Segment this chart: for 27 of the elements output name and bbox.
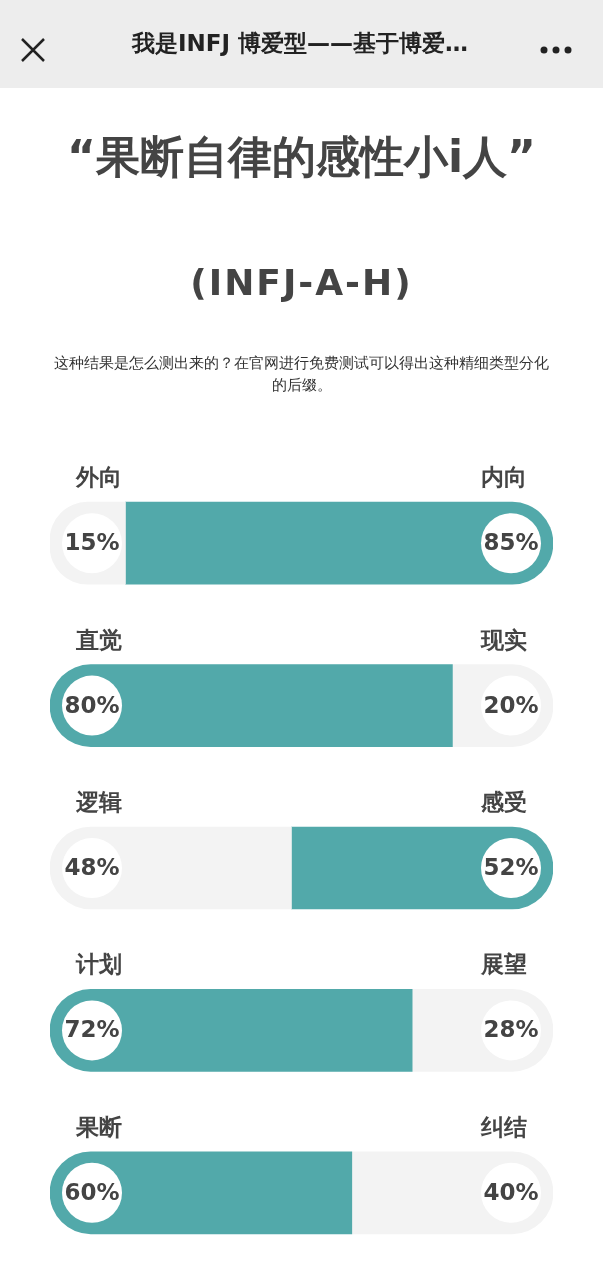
data-label: 40% [483,1178,539,1205]
annotation: 纠结 [480,1113,527,1140]
annotation: 内向 [481,464,527,491]
chart-title: “果断自律的感性小i人” [66,130,537,184]
chart-subtitle: (INFJ-A-H) [189,262,414,303]
data-label: 80% [64,691,120,718]
data-label: 20% [483,691,539,718]
data-label: 72% [64,1016,120,1043]
annotation: 感受 [480,789,527,815]
y-tick-label: 外向 [75,464,122,491]
bar [50,1151,353,1235]
data-label: 60% [64,1178,120,1205]
annotation: 现实 [480,626,527,653]
data-label: 15% [64,529,120,556]
y-tick-label: 直觉 [75,626,122,653]
data-label: 52% [483,853,539,880]
y-tick-label: 计划 [75,951,122,978]
text: 这种结果是怎么测出来的？在官网进行免费测试可以得出这种精细类型分化的后缀。 [53,353,550,396]
text: 我是INFJ 博爱型——基于博爱… [130,29,470,58]
bar [50,664,453,747]
bar [50,989,413,1072]
data-label: 28% [483,1016,539,1043]
data-label: 48% [64,853,120,880]
annotation: 展望 [480,951,527,978]
y-tick-label: 果断 [75,1113,122,1140]
y-tick-label: 逻辑 [75,789,122,815]
data-label: 85% [483,529,539,556]
